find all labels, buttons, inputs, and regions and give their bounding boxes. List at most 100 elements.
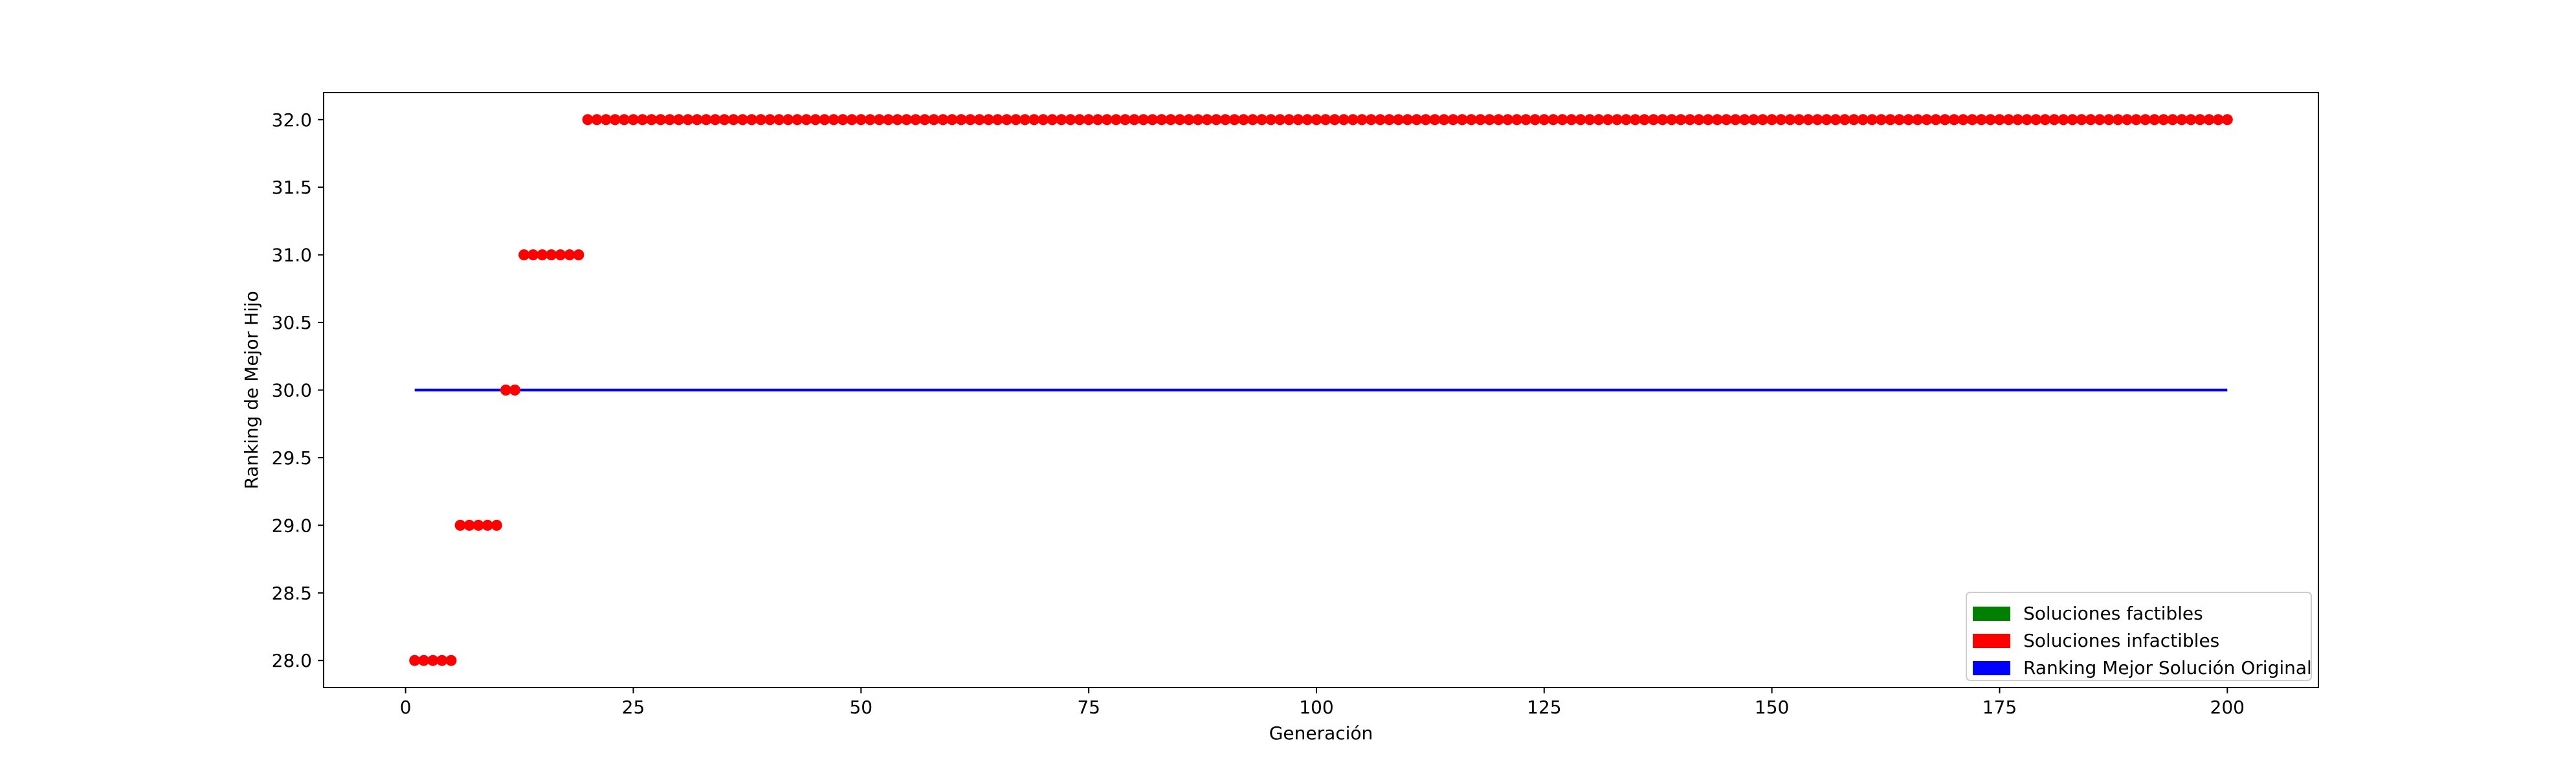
data-point [1639, 114, 1650, 126]
legend-label: Ranking Mejor Solución Original [2023, 657, 2312, 678]
data-point [1857, 114, 1869, 126]
data-point [700, 114, 712, 126]
data-point [910, 114, 922, 126]
data-point [1201, 114, 1213, 126]
data-point [418, 655, 430, 666]
data-point [983, 114, 994, 126]
data-point [445, 655, 457, 666]
data-point [1210, 114, 1222, 126]
data-point [1320, 114, 1331, 126]
data-point [819, 114, 830, 126]
data-point [1074, 114, 1085, 126]
data-point [1192, 114, 1204, 126]
y-tick-label: 31.0 [272, 245, 312, 266]
data-point [1921, 114, 1933, 126]
data-point [691, 114, 703, 126]
data-point [1966, 114, 1978, 126]
data-point [1975, 114, 1987, 126]
data-point [591, 114, 603, 126]
data-point [964, 114, 976, 126]
data-point [2039, 114, 2051, 126]
data-point [2103, 114, 2115, 126]
data-point [1038, 114, 1049, 126]
data-point [518, 249, 530, 261]
data-point [1957, 114, 1969, 126]
data-point [1984, 114, 1996, 126]
data-point [1702, 114, 1714, 126]
data-point [1830, 114, 1841, 126]
data-point [1256, 114, 1267, 126]
data-point [1302, 114, 1313, 126]
data-point [1584, 114, 1595, 126]
legend-box [1966, 592, 2312, 681]
x-tick-label: 100 [1299, 697, 1333, 718]
data-point [1894, 114, 1905, 126]
data-point [682, 114, 694, 126]
data-point [1648, 114, 1660, 126]
data-point [792, 114, 803, 126]
data-point [1876, 114, 1887, 126]
data-point [600, 114, 612, 126]
data-point [1548, 114, 1559, 126]
data-point [1848, 114, 1860, 126]
data-point [618, 114, 630, 126]
data-point [1784, 114, 1796, 126]
data-point [864, 114, 876, 126]
data-point [892, 114, 904, 126]
data-point [1083, 114, 1094, 126]
data-point [874, 114, 885, 126]
data-point [1375, 114, 1386, 126]
data-point [846, 114, 858, 126]
data-point [1766, 114, 1778, 126]
data-point [1447, 114, 1459, 126]
data-point [2049, 114, 2060, 126]
data-point [1775, 114, 1787, 126]
data-point [2003, 114, 2014, 126]
data-point [482, 519, 493, 531]
data-point [1720, 114, 1732, 126]
data-point [883, 114, 894, 126]
x-tick-label: 125 [1527, 697, 1561, 718]
data-point [2158, 114, 2170, 126]
data-point [1393, 114, 1405, 126]
data-point [1939, 114, 1951, 126]
data-point [628, 114, 639, 126]
data-point [1912, 114, 1924, 126]
data-point [773, 114, 785, 126]
data-point [1903, 114, 1915, 126]
data-point [1247, 114, 1258, 126]
data-point [2085, 114, 2096, 126]
data-point [973, 114, 985, 126]
data-point [527, 249, 539, 261]
y-tick-label: 29.0 [272, 515, 312, 536]
data-point [1693, 114, 1705, 126]
data-point [727, 114, 739, 126]
data-point [1438, 114, 1450, 126]
data-point [1575, 114, 1586, 126]
data-point [919, 114, 931, 126]
data-point [573, 249, 584, 261]
data-point [1420, 114, 1432, 126]
data-point [1274, 114, 1286, 126]
data-point [1493, 114, 1504, 126]
data-point [1356, 114, 1368, 126]
data-point [783, 114, 794, 126]
data-point [810, 114, 821, 126]
x-tick-label: 200 [2210, 697, 2245, 718]
data-point [1602, 114, 1614, 126]
data-point [409, 655, 421, 666]
y-tick-label: 32.0 [272, 109, 312, 131]
data-point [1529, 114, 1541, 126]
data-point [901, 114, 913, 126]
data-point [664, 114, 676, 126]
data-point [946, 114, 958, 126]
x-tick-label: 25 [622, 697, 645, 718]
data-point [1839, 114, 1850, 126]
data-point [1465, 114, 1477, 126]
data-point [1757, 114, 1768, 126]
data-point [2149, 114, 2160, 126]
data-point [1666, 114, 1678, 126]
data-point [1711, 114, 1723, 126]
data-point [1930, 114, 1942, 126]
data-point [673, 114, 685, 126]
